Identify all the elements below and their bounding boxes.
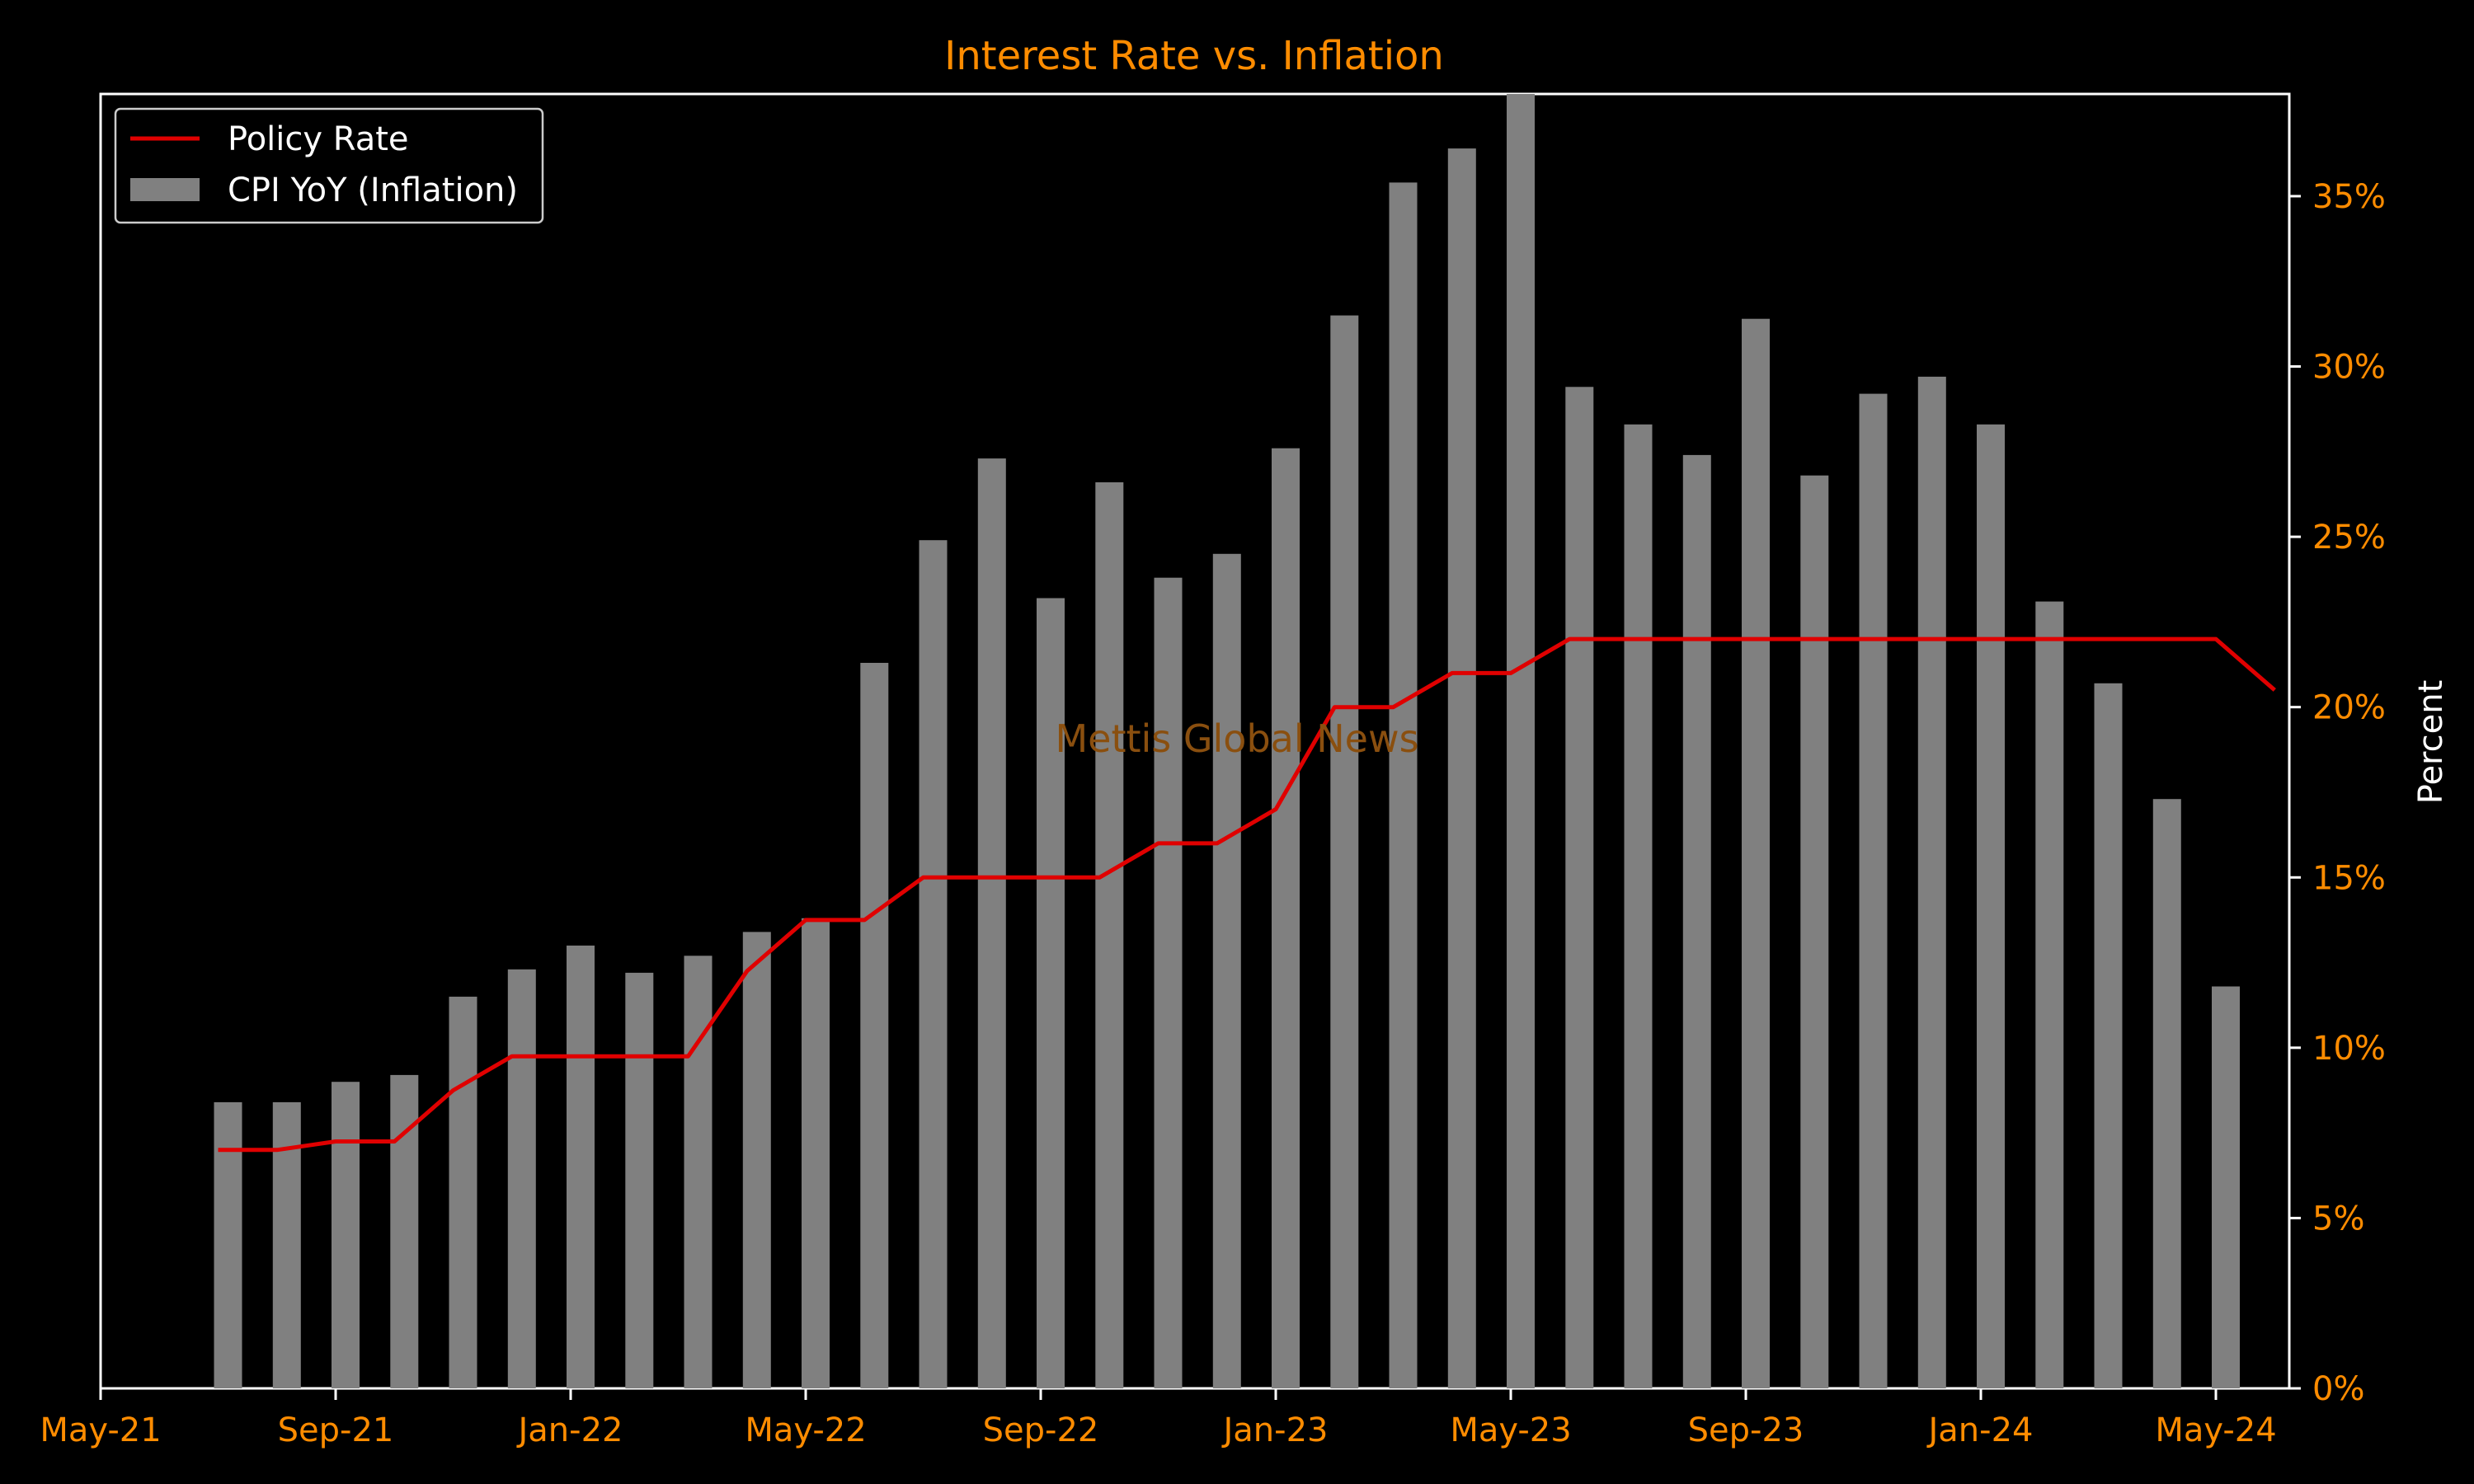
cpi-bar-nov-21 <box>449 996 477 1388</box>
x-tick-label: Sep-23 <box>1688 1411 1804 1449</box>
x-tick-label: Jan-22 <box>516 1411 623 1449</box>
cpi-bar-sep-21 <box>332 1082 360 1388</box>
cpi-bar-dec-23 <box>1917 376 1946 1388</box>
x-tick-label: Sep-21 <box>278 1411 394 1449</box>
y-tick-label: 5% <box>2312 1200 2364 1237</box>
policy-rate-line <box>218 636 2276 1153</box>
cpi-bar-dec-21 <box>507 969 536 1388</box>
x-tick-label: Jan-24 <box>1926 1411 2034 1449</box>
cpi-bar-may-22 <box>802 918 830 1388</box>
cpi-bar-mar-22 <box>684 956 713 1388</box>
cpi-bar-mar-24 <box>2094 683 2123 1388</box>
watermark-text: Mettis Global News <box>1055 716 1418 761</box>
cpi-bar-apr-23 <box>1447 148 1476 1389</box>
cpi-bar-feb-24 <box>2035 601 2064 1388</box>
x-tick-label: May-21 <box>40 1411 161 1449</box>
cpi-bar-oct-23 <box>1800 475 1829 1389</box>
cpi-bar-aug-22 <box>977 458 1006 1388</box>
y-tick-label: 30% <box>2312 349 2386 387</box>
y-tick-label: 20% <box>2312 689 2386 727</box>
cpi-bar-nov-23 <box>1859 393 1888 1389</box>
cpi-bar-feb-22 <box>625 972 654 1388</box>
cpi-bar-dec-22 <box>1212 553 1241 1388</box>
cpi-bar-jul-23 <box>1624 424 1653 1388</box>
legend-box <box>114 107 544 224</box>
y-tick-label: 10% <box>2312 1030 2386 1068</box>
cpi-bar-may-23 <box>1507 94 1535 1388</box>
cpi-bar-jul-22 <box>919 540 948 1389</box>
legend-swatch-cpi <box>130 178 200 201</box>
legend: Policy Rate CPI YoY (Inflation) <box>114 107 544 224</box>
x-tick-label: Jan-23 <box>1221 1411 1329 1449</box>
y-axis-label: Percent <box>2412 680 2450 805</box>
x-tick-label: May-22 <box>745 1411 866 1449</box>
cpi-bar-sep-22 <box>1037 598 1065 1388</box>
cpi-bar-sep-23 <box>1742 318 1770 1389</box>
y-axis-ticks: 0% 5% 10% 15% 20% 25% 30% 35% <box>2289 178 2386 1408</box>
chart-title: Interest Rate vs. Inflation <box>944 33 1444 79</box>
cpi-bar-apr-24 <box>2152 799 2181 1388</box>
cpi-bar-aug-23 <box>1682 454 1711 1388</box>
legend-label-cpi: CPI YoY (Inflation) <box>228 171 518 209</box>
x-tick-label: May-23 <box>1450 1411 1571 1449</box>
y-tick-label: 0% <box>2312 1370 2364 1408</box>
cpi-bar-jan-22 <box>567 945 595 1388</box>
x-axis-ticks: May-21 Sep-21 Jan-22 May-22 Sep-22 Jan-23 May-… <box>40 1388 2277 1449</box>
cpi-bar-oct-22 <box>1095 482 1124 1388</box>
cpi-bar-jan-23 <box>1272 448 1300 1389</box>
legend-label-policy-rate: Policy Rate <box>228 120 409 158</box>
cpi-bar-jan-24 <box>1977 424 2005 1388</box>
y-tick-label: 15% <box>2312 859 2386 897</box>
x-tick-label: Sep-22 <box>983 1411 1099 1449</box>
cpi-bar-mar-23 <box>1389 182 1418 1388</box>
x-tick-label: May-24 <box>2155 1411 2276 1449</box>
cpi-bar-may-24 <box>2212 986 2240 1388</box>
cpi-bar-feb-23 <box>1330 315 1359 1389</box>
y-tick-label: 35% <box>2312 178 2386 216</box>
cpi-bar-nov-22 <box>1154 577 1183 1388</box>
cpi-bar-jul-21 <box>214 1101 242 1388</box>
cpi-bar-jun-22 <box>860 663 889 1388</box>
cpi-bar-jun-23 <box>1565 387 1594 1388</box>
y-tick-label: 25% <box>2312 519 2386 556</box>
plot-area-frame <box>99 92 2291 1390</box>
cpi-bar-apr-22 <box>742 932 771 1388</box>
